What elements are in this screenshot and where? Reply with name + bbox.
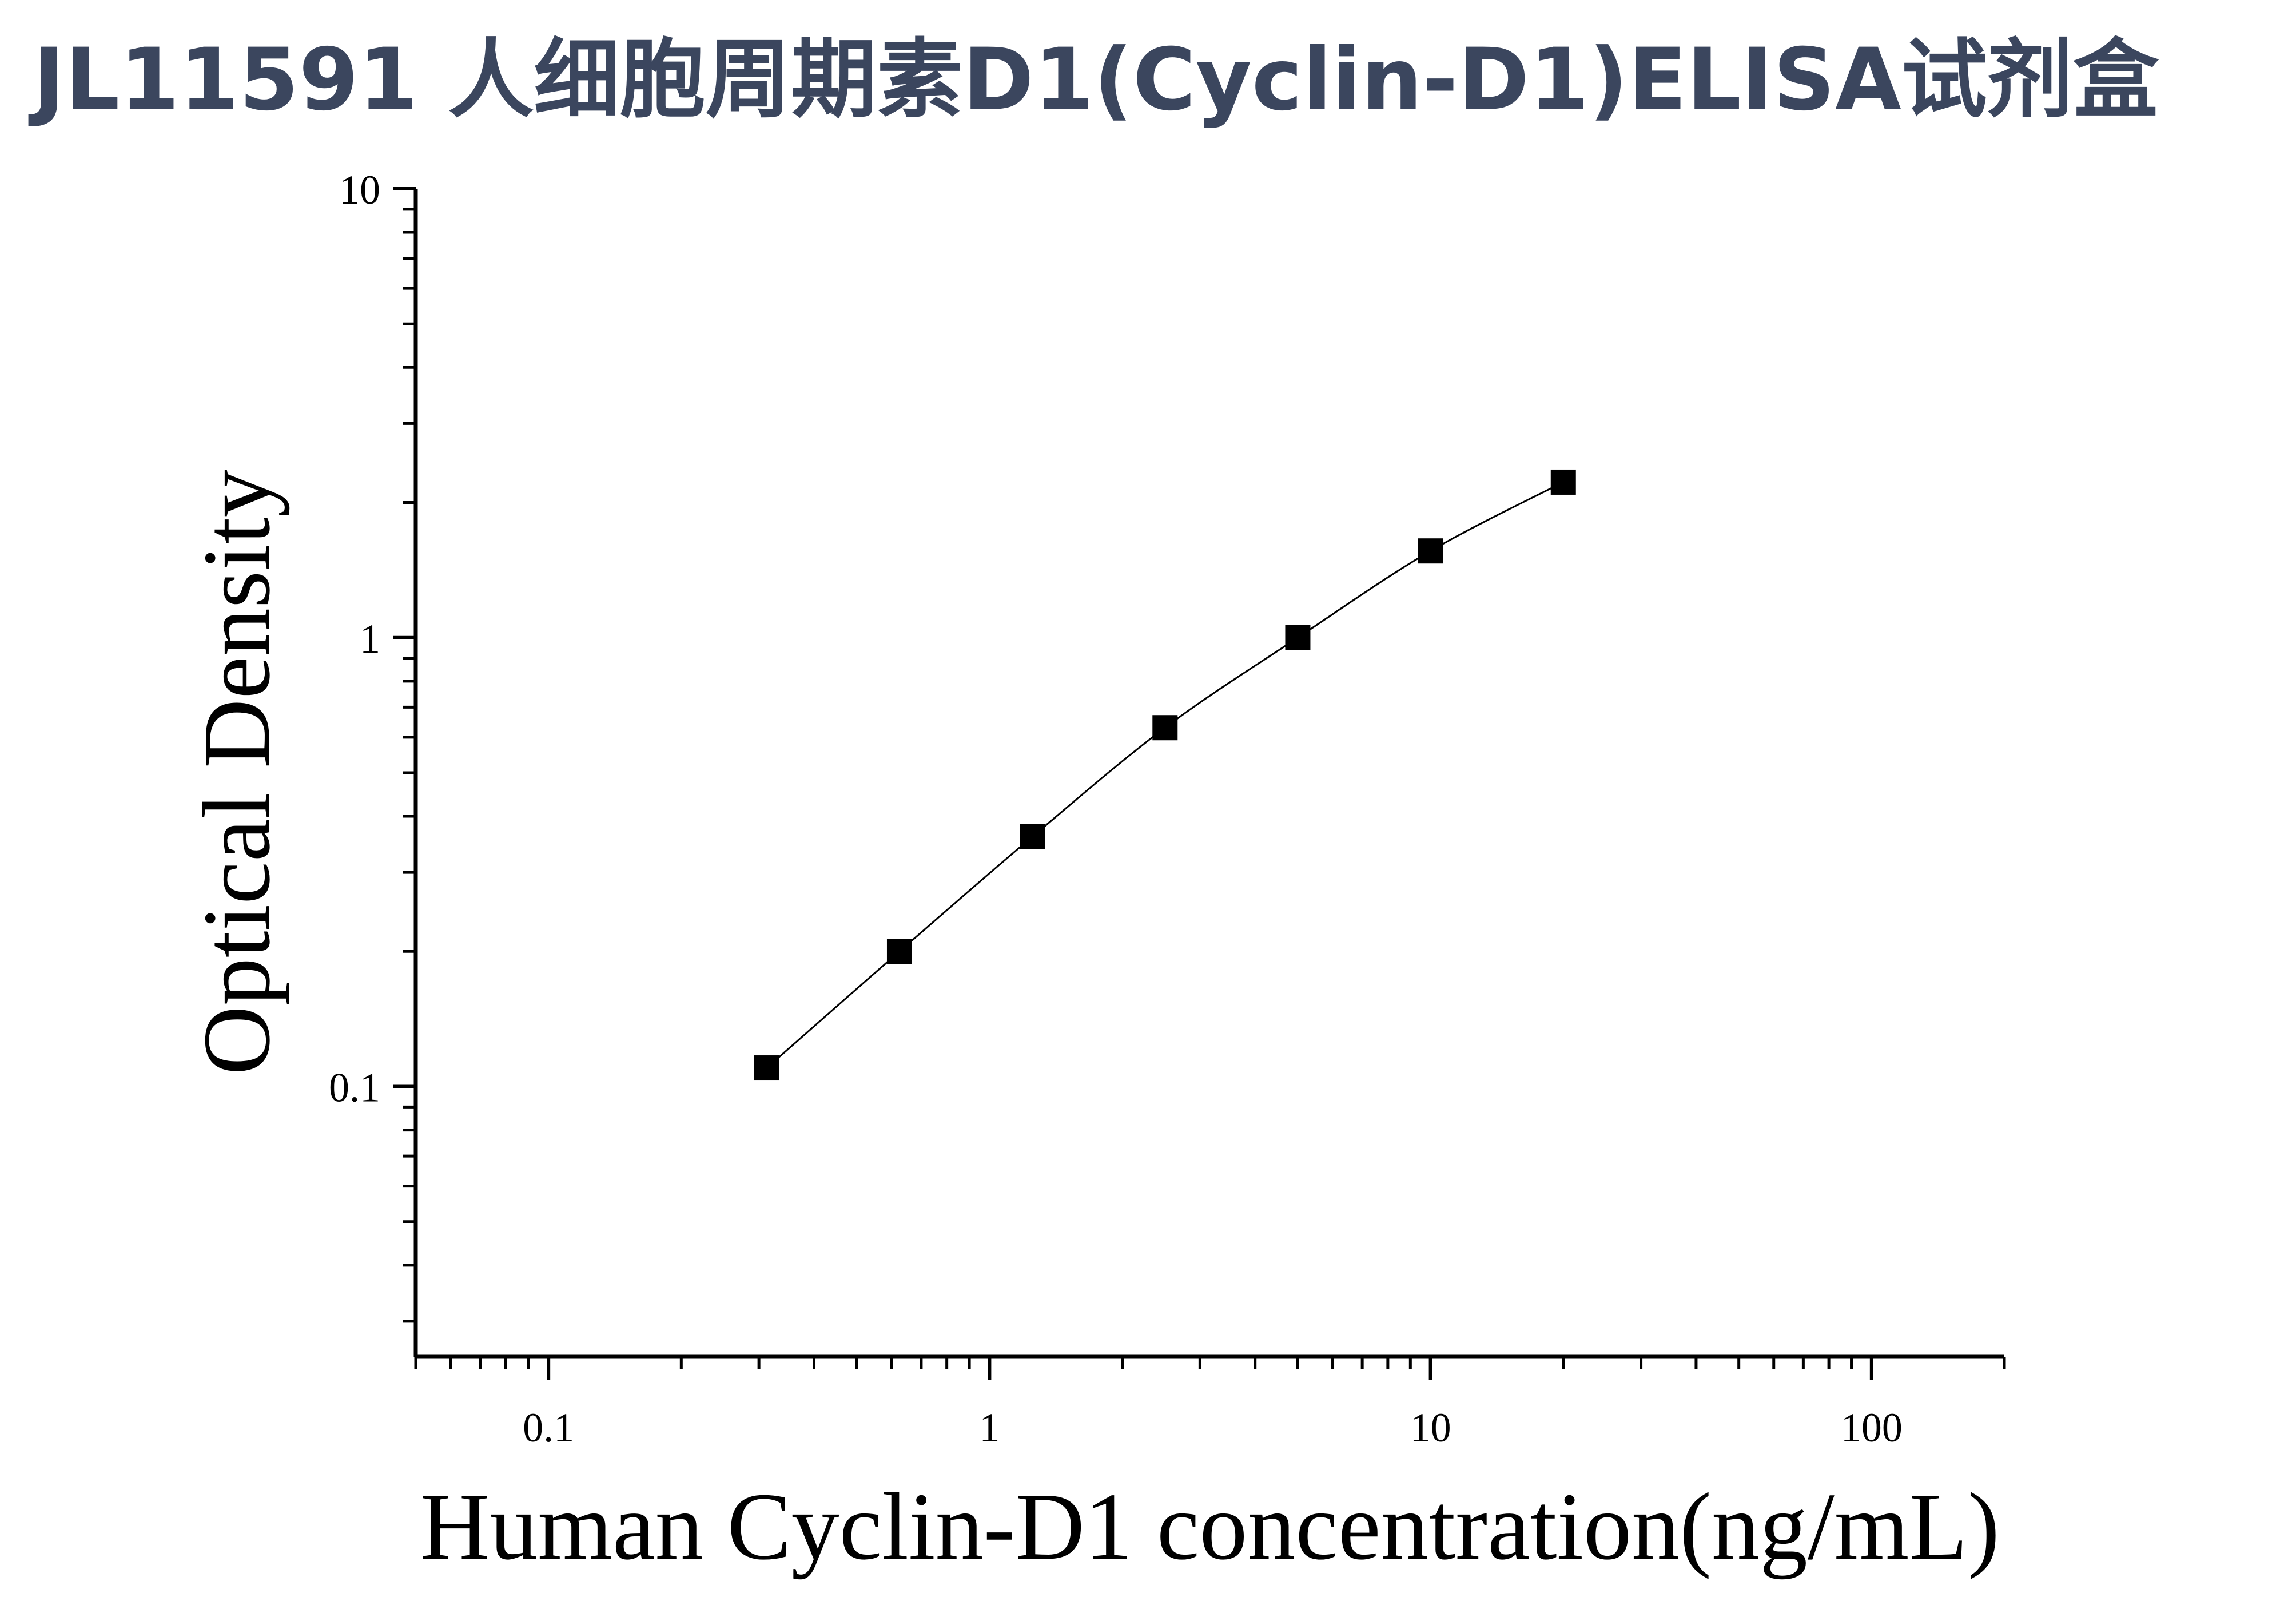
y-axis-title: Optical Density <box>184 469 290 1075</box>
data-point-square <box>886 939 912 964</box>
y-tick-label: 1 <box>360 616 380 662</box>
data-point-square <box>1152 715 1178 741</box>
x-axis-ticks: 0.1 1 10 100 <box>414 1357 2006 1451</box>
data-point-square <box>754 1055 779 1081</box>
x-tick-label: 100 <box>1841 1405 1903 1451</box>
y-axis-ticks: 0.1 1 10 <box>329 167 416 1323</box>
axes <box>413 189 2004 1359</box>
page-title: JL11591 人细胞周期素D1(Cyclin-D1)ELISA试剂盒 <box>33 30 2159 130</box>
data-point-square <box>1020 824 1045 849</box>
x-tick-label: 1 <box>979 1405 1000 1451</box>
x-tick-label: 10 <box>1410 1405 1451 1451</box>
y-tick-label: 0.1 <box>329 1065 380 1111</box>
data-point-square <box>1550 469 1576 495</box>
fit-curve <box>766 481 1564 1069</box>
x-axis-title: Human Cyclin-D1 concentration(ng/mL) <box>420 1473 2000 1580</box>
y-tick-label: 10 <box>339 167 380 213</box>
x-tick-label: 0.1 <box>523 1405 574 1451</box>
data-point-square <box>1285 625 1311 650</box>
data-points <box>754 469 1576 1081</box>
data-point-square <box>1418 538 1443 564</box>
